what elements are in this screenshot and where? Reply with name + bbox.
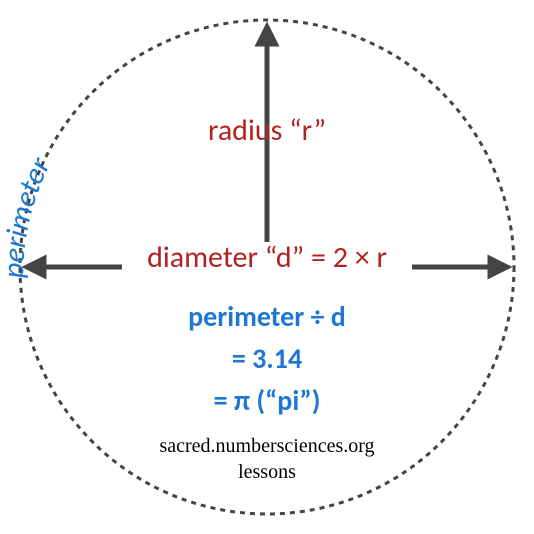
- circle-diagram: perimeter radius “r” diameter “d” = 2 × …: [0, 0, 534, 534]
- formula-line-2: = 3.14: [232, 341, 302, 376]
- diameter-label: diameter “d” = 2 × r: [147, 239, 387, 276]
- radius-label: radius “r”: [208, 112, 326, 149]
- diagram-svg: perimeter radius “r” diameter “d” = 2 × …: [0, 0, 534, 534]
- formula-line-3: = π (“pi”): [214, 383, 321, 418]
- perimeter-label: perimeter: [0, 151, 59, 279]
- formula-line-1: perimeter ÷ d: [188, 299, 346, 334]
- footer-line-1: sacred.numbersciences.org: [159, 435, 374, 457]
- footer-line-2: lessons: [238, 461, 296, 483]
